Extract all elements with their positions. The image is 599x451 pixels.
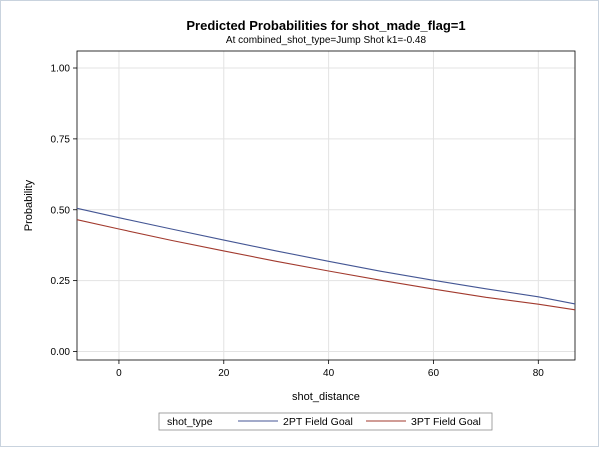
legend-box xyxy=(158,412,493,431)
series-line-2pt xyxy=(76,207,576,305)
x-axis-label: shot_distance xyxy=(292,391,360,403)
legend-label-3pt: 3PT Field Goal xyxy=(411,416,481,428)
y-axis-label: Probability xyxy=(23,179,35,231)
y-tick-label: 0.25 xyxy=(51,276,71,287)
x-tick-label: 0 xyxy=(116,368,122,379)
chart-subtitle: At combined_shot_type=Jump Shot k1=-0.48 xyxy=(226,35,427,46)
y-tick-label: 0.00 xyxy=(51,347,71,358)
series-layer xyxy=(76,207,576,311)
grid-layer xyxy=(77,51,575,360)
axis-ticks: 0 20 40 60 80 0.00 0.25 0.50 0.75 1.00 xyxy=(51,64,545,379)
plot-area xyxy=(76,50,576,361)
chart-title: Predicted Probabilities for shot_made_fl… xyxy=(186,18,465,33)
y-tick-label: 1.00 xyxy=(51,64,71,75)
x-tick-label: 20 xyxy=(218,368,230,379)
y-tick-label: 0.50 xyxy=(51,205,71,216)
legend: shot_type 2PT Field Goal 3PT Field Goal xyxy=(158,412,493,431)
series-line-3pt xyxy=(76,219,576,311)
y-tick-label: 0.75 xyxy=(51,134,71,145)
legend-title: shot_type xyxy=(167,416,213,428)
x-tick-label: 60 xyxy=(428,368,440,379)
x-tick-label: 80 xyxy=(533,368,545,379)
x-tick-label: 40 xyxy=(323,368,335,379)
legend-label-2pt: 2PT Field Goal xyxy=(283,416,353,428)
